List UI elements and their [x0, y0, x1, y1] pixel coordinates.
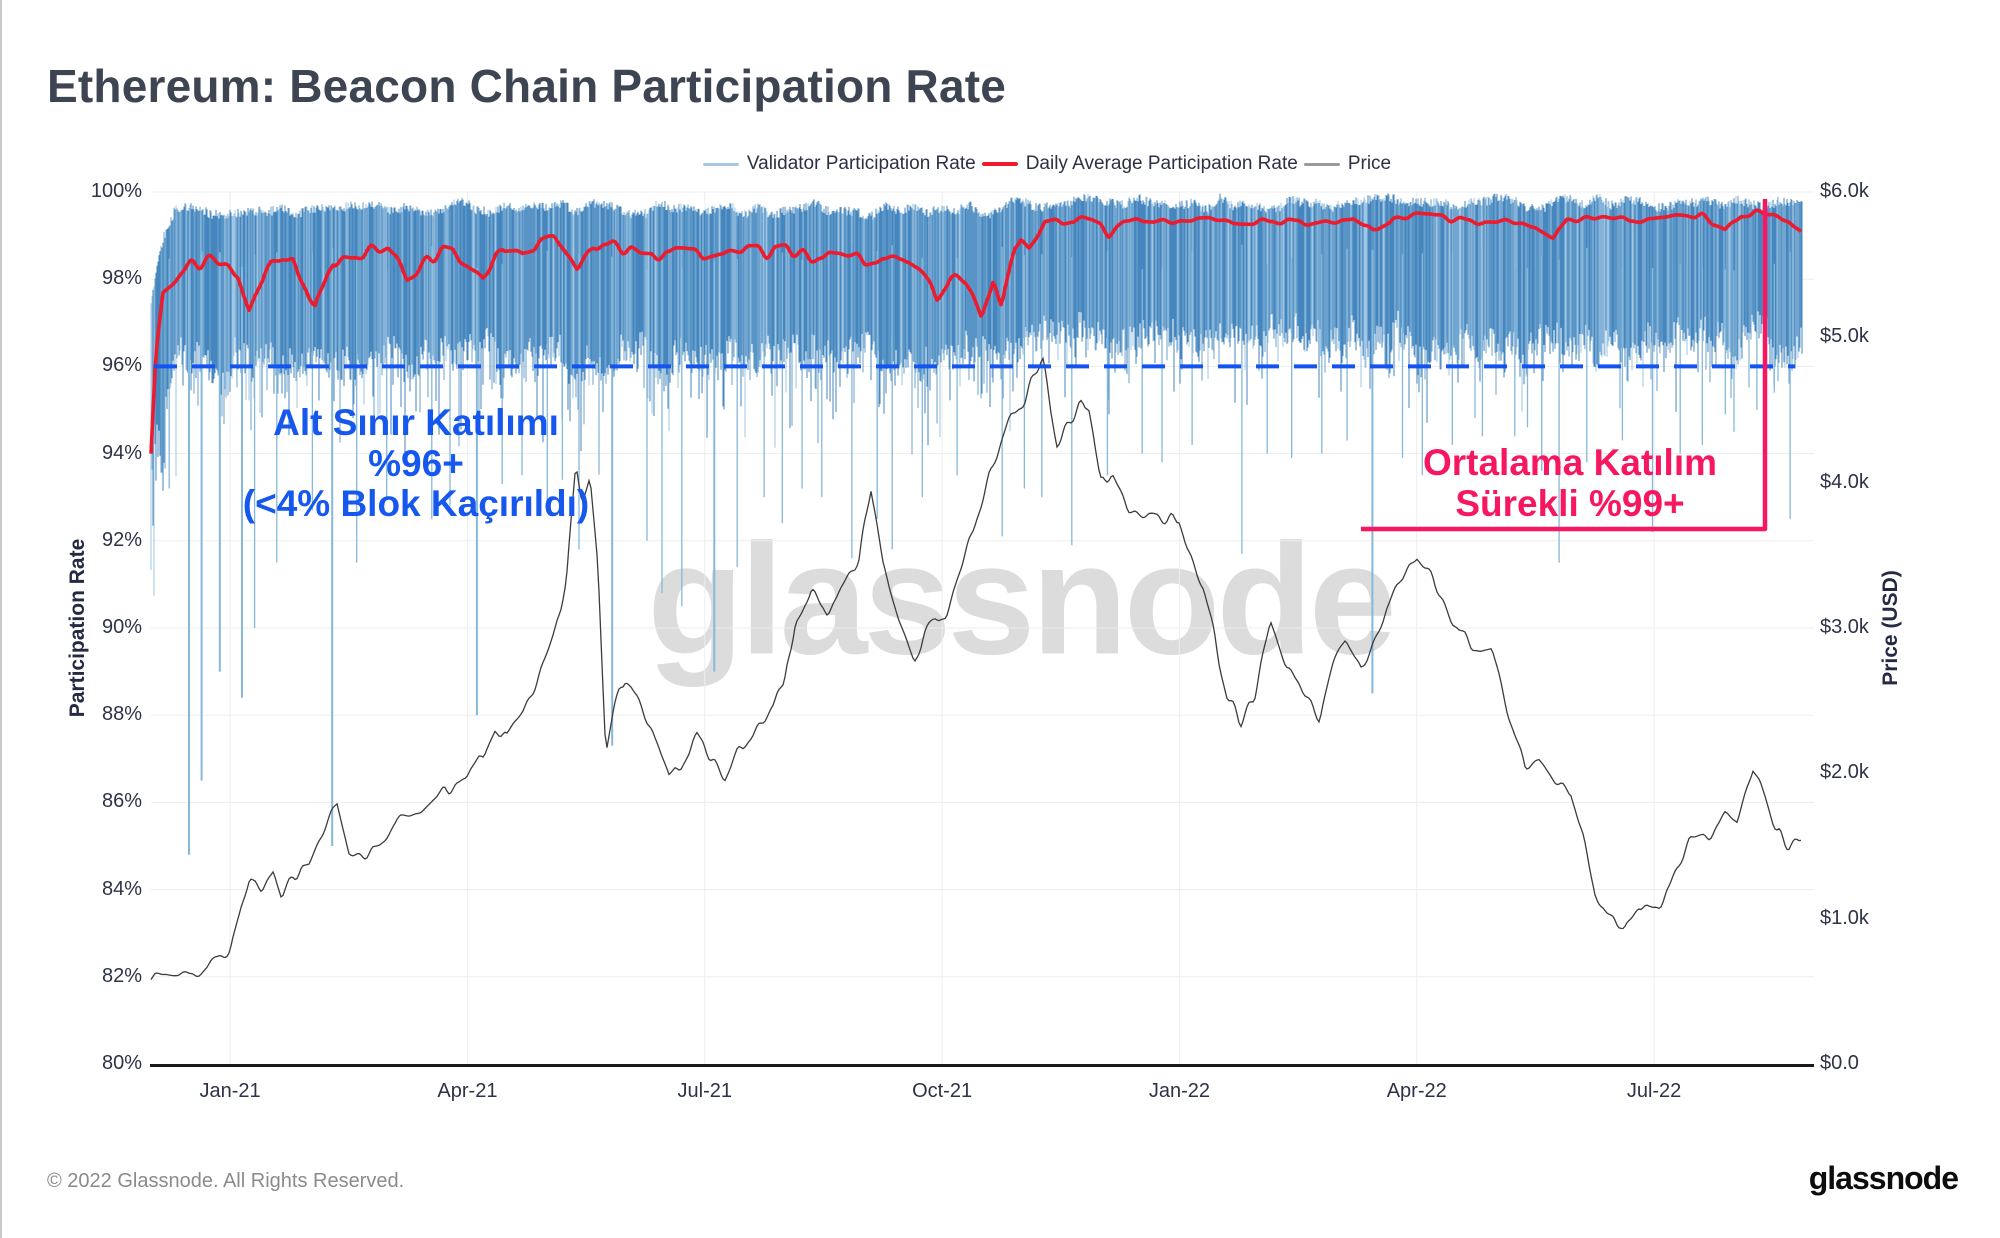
- right-axis-tick-$6.0k: $6.0k: [1820, 180, 1869, 202]
- vertical-gridlines: [229, 192, 1655, 1064]
- annotation-average-line2: Sürekli %99+: [1455, 482, 1685, 524]
- left-axis-tick-86%: 86%: [101, 790, 142, 813]
- annotation-lower-bound-line2: %96+: [368, 442, 464, 484]
- right-axis-tick-$5.0k: $5.0k: [1820, 325, 1869, 348]
- legend-swatch-icon: [1303, 162, 1340, 166]
- x-axis-tick-Jul-22: Jul-22: [1626, 1080, 1682, 1102]
- left-axis-tick-90%: 90%: [101, 616, 142, 638]
- right-axis-title: Price (USD): [1879, 570, 1902, 686]
- legend-swatch-icon: [702, 162, 739, 166]
- annotation-average-line1: Ortalama Katılım: [1422, 442, 1718, 483]
- x-axis-tick-Apr-22: Apr-22: [1386, 1080, 1447, 1102]
- right-axis-tick-$2.0k: $2.0k: [1820, 761, 1869, 784]
- right-axis-tick-$1.0k: $1.0k: [1820, 906, 1869, 929]
- legend-label: Validator Participation Rate: [746, 153, 976, 174]
- price-line: [150, 356, 1802, 980]
- page-title: Ethereum: Beacon Chain Participation Rat…: [47, 59, 1007, 112]
- left-axis-title: Participation Rate: [66, 538, 89, 718]
- annotation-lower-bound-line1: Alt Sınır Katılımı: [273, 402, 559, 443]
- legend-label: Price: [1347, 153, 1392, 174]
- x-axis-tick-Jul-21: Jul-21: [677, 1080, 732, 1102]
- annotation-lower-bound: Alt Sınır Katılımı %96+ (<4% Blok Kaçırı…: [242, 402, 590, 525]
- left-axis-tick-100%: 100%: [90, 180, 142, 202]
- daily-average-line: [149, 208, 1803, 454]
- left-axis-tick-82%: 82%: [101, 964, 142, 987]
- legend-label: Daily Average Participation Rate: [1025, 153, 1298, 174]
- left-axis-tick-96%: 96%: [101, 354, 142, 377]
- left-axis-tick-88%: 88%: [101, 703, 142, 726]
- left-axis-tick-94%: 94%: [101, 441, 142, 464]
- right-axis-tick-$0.0: $0.0: [1820, 1052, 1859, 1074]
- annotation-lower-bound-line3: (<4% Blok Kaçırıldı): [242, 483, 590, 525]
- legend-item-0[interactable]: Validator Participation Rate: [702, 153, 976, 175]
- left-axis-tick-92%: 92%: [101, 528, 142, 551]
- right-axis-tick-$3.0k: $3.0k: [1820, 616, 1869, 638]
- legend: Validator Participation Rate Daily Averag…: [2, 153, 2000, 175]
- x-axis-tick-Oct-21: Oct-21: [912, 1080, 973, 1102]
- legend-swatch-icon: [981, 162, 1018, 166]
- right-axis-tick-$4.0k: $4.0k: [1820, 470, 1869, 493]
- x-axis-tick-Apr-21: Apr-21: [437, 1080, 498, 1102]
- legend-item-1[interactable]: Daily Average Participation Rate: [981, 153, 1298, 175]
- x-axis-tick-Jan-22: Jan-22: [1148, 1080, 1210, 1102]
- average-participation-bracket: [1361, 199, 1768, 532]
- left-axis-tick-98%: 98%: [101, 267, 142, 290]
- annotation-average-participation: Ortalama Katılım Sürekli %99+: [1422, 442, 1718, 524]
- x-axis-tick-Jan-21: Jan-21: [199, 1080, 261, 1102]
- validator-deepest-spikes: [188, 247, 1374, 855]
- glassnode-logo: glassnode: [1808, 1160, 1959, 1196]
- copyright-text: © 2022 Glassnode. All Rights Reserved.: [47, 1170, 405, 1192]
- legend-item-2[interactable]: Price: [1303, 153, 1392, 175]
- left-axis-tick-84%: 84%: [101, 877, 142, 900]
- left-axis-tick-80%: 80%: [101, 1052, 142, 1074]
